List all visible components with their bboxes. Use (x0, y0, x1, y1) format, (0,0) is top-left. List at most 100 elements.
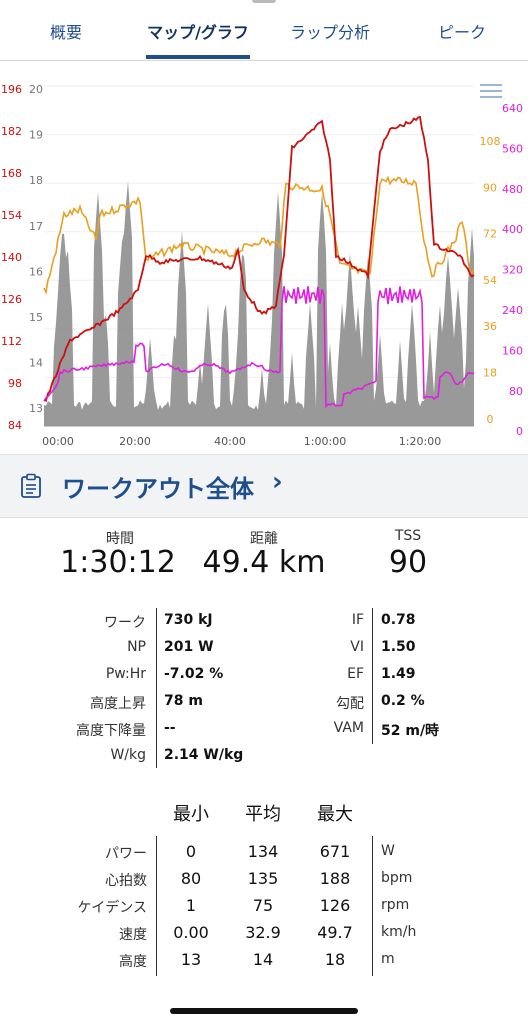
stats-avg-value: 135 (247, 869, 279, 888)
x-tick-label: 40:00 (214, 435, 246, 448)
metric-label: 高度上昇 (90, 696, 146, 712)
summary-value-time: 1:30:12 (60, 545, 176, 580)
stats-max-value: 188 (319, 869, 351, 888)
metric-label: EF (347, 666, 364, 682)
power-tick-label: 0 (516, 425, 523, 438)
metric-value: 0.2 % (381, 693, 425, 709)
elevation-tick-label: 15 (29, 311, 43, 324)
summary-label-tss: TSS (394, 528, 422, 544)
power-tick-label: 400 (502, 223, 523, 236)
metric-value: -- (164, 720, 176, 736)
x-tick-label: 20:00 (119, 435, 151, 448)
x-tick-label: 1:00:00 (304, 435, 346, 448)
hr-tick-label: 196 (1, 83, 22, 96)
hr-tick-label: 84 (8, 419, 22, 432)
hr-tick-label: 140 (1, 251, 22, 264)
metric-label: IF (351, 612, 364, 628)
clipboard-icon (21, 473, 41, 498)
stats-header-min: 最小 (173, 804, 209, 825)
stats-row-label: 心拍数 (105, 873, 147, 889)
metric-label: 勾配 (336, 696, 364, 712)
stats-divider-right (372, 836, 373, 976)
stats-divider-left (156, 836, 157, 976)
top-handle (252, 0, 276, 3)
chevron-right-icon: › (272, 467, 283, 497)
stats-unit: bpm (381, 870, 413, 886)
tab-bar: 概要 マップ/グラフ ラップ分析 ピーク (0, 0, 528, 61)
stats-avg-value: 134 (247, 842, 279, 861)
metric-value: 0.78 (381, 612, 416, 628)
summary-label-distance: 距離 (250, 531, 278, 547)
metric-value: 730 kJ (164, 612, 213, 628)
cadence-tick-label: 72 (483, 228, 497, 241)
stats-row-label: ケイデンス (77, 900, 147, 916)
stats-min-value: 1 (185, 896, 197, 915)
hr-tick-label: 98 (8, 377, 22, 390)
metric-label: VI (350, 639, 364, 655)
hr-tick-label: 154 (1, 209, 22, 222)
stats-max-value: 671 (319, 842, 351, 861)
power-tick-label: 640 (502, 102, 523, 115)
stats-header-max: 最大 (317, 804, 353, 825)
elevation-tick-label: 19 (29, 129, 43, 142)
cadence-tick-label: 18 (483, 367, 497, 380)
power-tick-label: 240 (502, 304, 523, 317)
stats-header-avg: 平均 (245, 804, 281, 825)
metric-label: W/kg (110, 747, 146, 763)
elevation-area (44, 181, 474, 426)
stats-min-value: 0 (185, 842, 197, 861)
active-tab-indicator (146, 55, 250, 59)
stats-min-value: 13 (180, 950, 202, 969)
power-tick-label: 480 (502, 183, 523, 196)
tab-peak[interactable]: ピーク (437, 23, 486, 42)
hr-tick-label: 168 (1, 167, 22, 180)
power-tick-label: 320 (502, 264, 523, 277)
cadence-tick-label: 90 (483, 181, 497, 194)
tab-overview[interactable]: 概要 (49, 23, 82, 42)
workout-chart[interactable]: 196 182 168 154 140 126 112 98 84 20 19 18 17 16 15 14 1… (0, 72, 528, 450)
metric-label: NP (127, 639, 146, 655)
workout-selector[interactable]: ワークアウト全体 › (0, 454, 528, 518)
stats-unit: W (381, 843, 395, 859)
power-tick-label: 560 (502, 142, 523, 155)
hr-tick-label: 126 (1, 293, 22, 306)
metrics-divider-right (372, 608, 373, 744)
home-indicator (170, 1008, 358, 1014)
stats-row-label: 高度 (119, 954, 147, 970)
metric-label: ワーク (104, 615, 146, 631)
cadence-tick-label: 36 (483, 320, 497, 333)
hr-tick-label: 182 (1, 125, 22, 138)
tab-map-graph[interactable]: マップ/グラフ (147, 23, 249, 42)
elevation-tick-label: 13 (29, 402, 43, 415)
metric-value: 201 W (164, 639, 214, 655)
cadence-tick-label: 108 (480, 135, 501, 148)
workout-title: ワークアウト全体 (62, 475, 254, 503)
elevation-tick-label: 17 (29, 220, 43, 233)
metric-label: VAM (333, 720, 364, 736)
elevation-tick-label: 20 (29, 83, 43, 96)
power-line (43, 286, 475, 409)
metrics-divider-left (156, 608, 157, 768)
cadence-tick-label: 0 (487, 413, 494, 426)
metric-value: 2.14 W/kg (164, 747, 244, 763)
summary-value-tss: 90 (388, 545, 428, 580)
x-tick-label: 1:20:00 (399, 435, 441, 448)
metric-value: 52 m/時 (381, 723, 440, 739)
metric-label: 高度下降量 (76, 723, 146, 739)
metric-label: Pw:Hr (105, 666, 146, 682)
list-icon[interactable] (480, 84, 502, 98)
stats-row-label: パワー (105, 846, 147, 862)
stats-row-label: 速度 (119, 927, 147, 943)
summary-value-distance: 49.4 km (202, 545, 326, 580)
metric-value: 1.50 (381, 639, 416, 655)
metric-value: 1.49 (381, 666, 416, 682)
power-tick-label: 80 (509, 385, 523, 398)
stats-max-value: 126 (319, 896, 351, 915)
elevation-tick-label: 14 (29, 357, 43, 370)
elevation-tick-label: 18 (29, 174, 43, 187)
cadence-line (43, 175, 475, 295)
tab-lap-analysis[interactable]: ラップ分析 (289, 23, 370, 42)
stats-unit: km/h (381, 924, 417, 940)
stats-avg-value: 14 (252, 950, 274, 969)
elevation-tick-label: 16 (29, 265, 43, 278)
